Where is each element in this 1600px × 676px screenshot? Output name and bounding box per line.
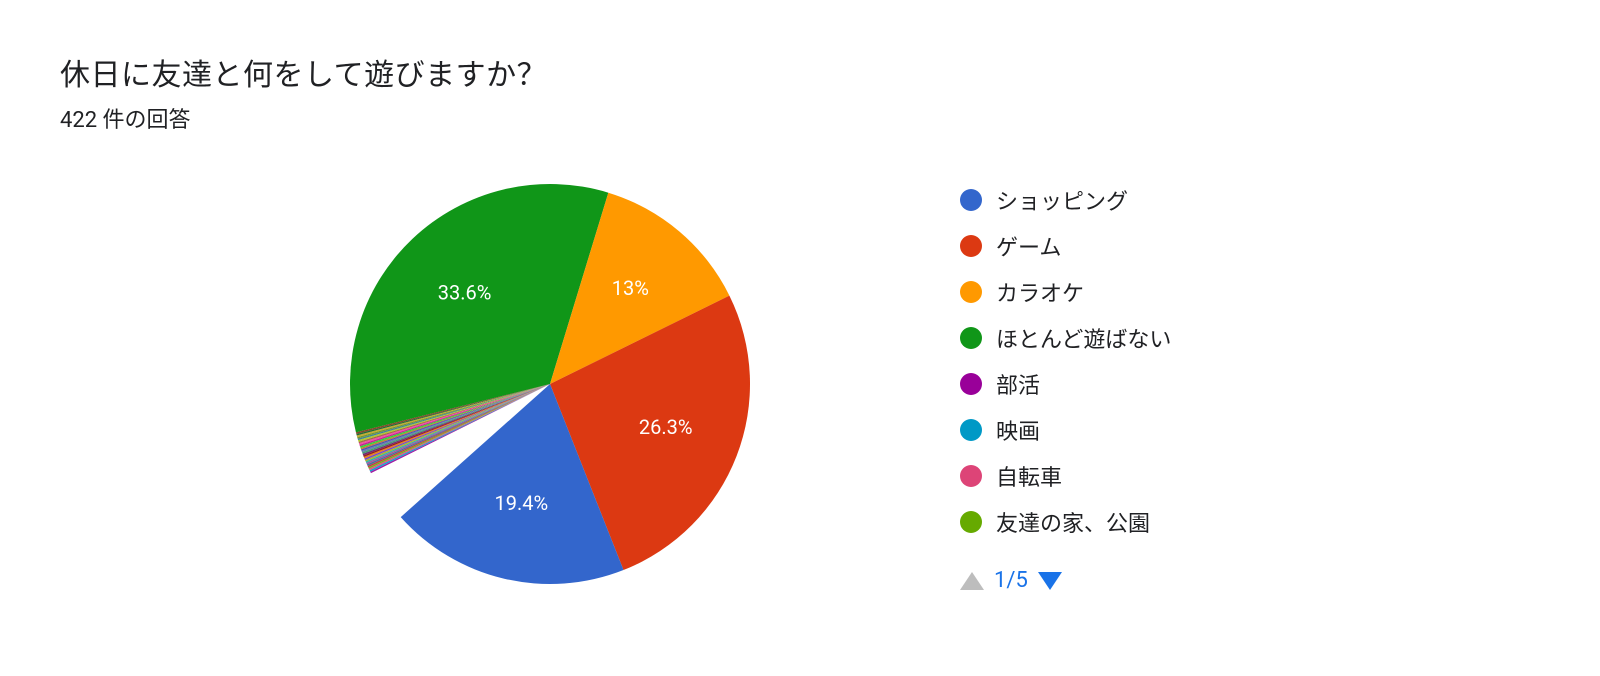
legend-item[interactable]: 自転車 — [960, 460, 1171, 492]
legend-swatch — [960, 511, 982, 533]
legend-container: ショッピングゲームカラオケほとんど遊ばない部活映画自転車友達の家、公園 1/5 — [960, 174, 1171, 593]
pager-next-icon[interactable] — [1038, 572, 1062, 590]
legend-swatch — [960, 419, 982, 441]
slice-percent-label: 26.3% — [639, 415, 693, 439]
legend-swatch — [960, 465, 982, 487]
legend: ショッピングゲームカラオケほとんど遊ばない部活映画自転車友達の家、公園 — [960, 184, 1171, 538]
chart-title: 休日に友達と何をして遊びますか？ — [60, 50, 1540, 94]
legend-label: ショッピング — [996, 184, 1128, 216]
header: 休日に友達と何をして遊びますか？ 422 件の回答 — [60, 50, 1540, 134]
legend-item[interactable]: ショッピング — [960, 184, 1171, 216]
content-area: 33.6% 13% 26.3% 19.4% ショッピングゲームカラオケほとんど遊ばない… — [60, 174, 1540, 594]
legend-label: ほとんど遊ばない — [996, 322, 1171, 354]
slice-percent-label: 19.4% — [495, 491, 549, 515]
legend-swatch — [960, 281, 982, 303]
legend-swatch — [960, 327, 982, 349]
response-count: 422 件の回答 — [60, 102, 1540, 134]
legend-swatch — [960, 235, 982, 257]
legend-item[interactable]: 映画 — [960, 414, 1171, 446]
legend-label: 友達の家、公園 — [996, 506, 1150, 538]
slice-percent-label: 33.6% — [438, 280, 492, 304]
legend-item[interactable]: カラオケ — [960, 276, 1171, 308]
legend-label: カラオケ — [996, 276, 1084, 308]
legend-item[interactable]: ほとんど遊ばない — [960, 322, 1171, 354]
legend-item[interactable]: 部活 — [960, 368, 1171, 400]
pie-chart: 33.6% 13% 26.3% 19.4% — [340, 174, 760, 594]
legend-label: 映画 — [996, 414, 1040, 446]
legend-item[interactable]: ゲーム — [960, 230, 1171, 262]
legend-pager: 1/5 — [960, 568, 1171, 593]
pager-text: 1/5 — [994, 568, 1028, 593]
legend-label: ゲーム — [996, 230, 1061, 262]
legend-label: 部活 — [996, 368, 1040, 400]
legend-swatch — [960, 373, 982, 395]
legend-label: 自転車 — [996, 460, 1062, 492]
pager-prev-icon[interactable] — [960, 572, 984, 590]
slice-percent-label: 13% — [612, 276, 649, 300]
legend-item[interactable]: 友達の家、公園 — [960, 506, 1171, 538]
legend-swatch — [960, 189, 982, 211]
